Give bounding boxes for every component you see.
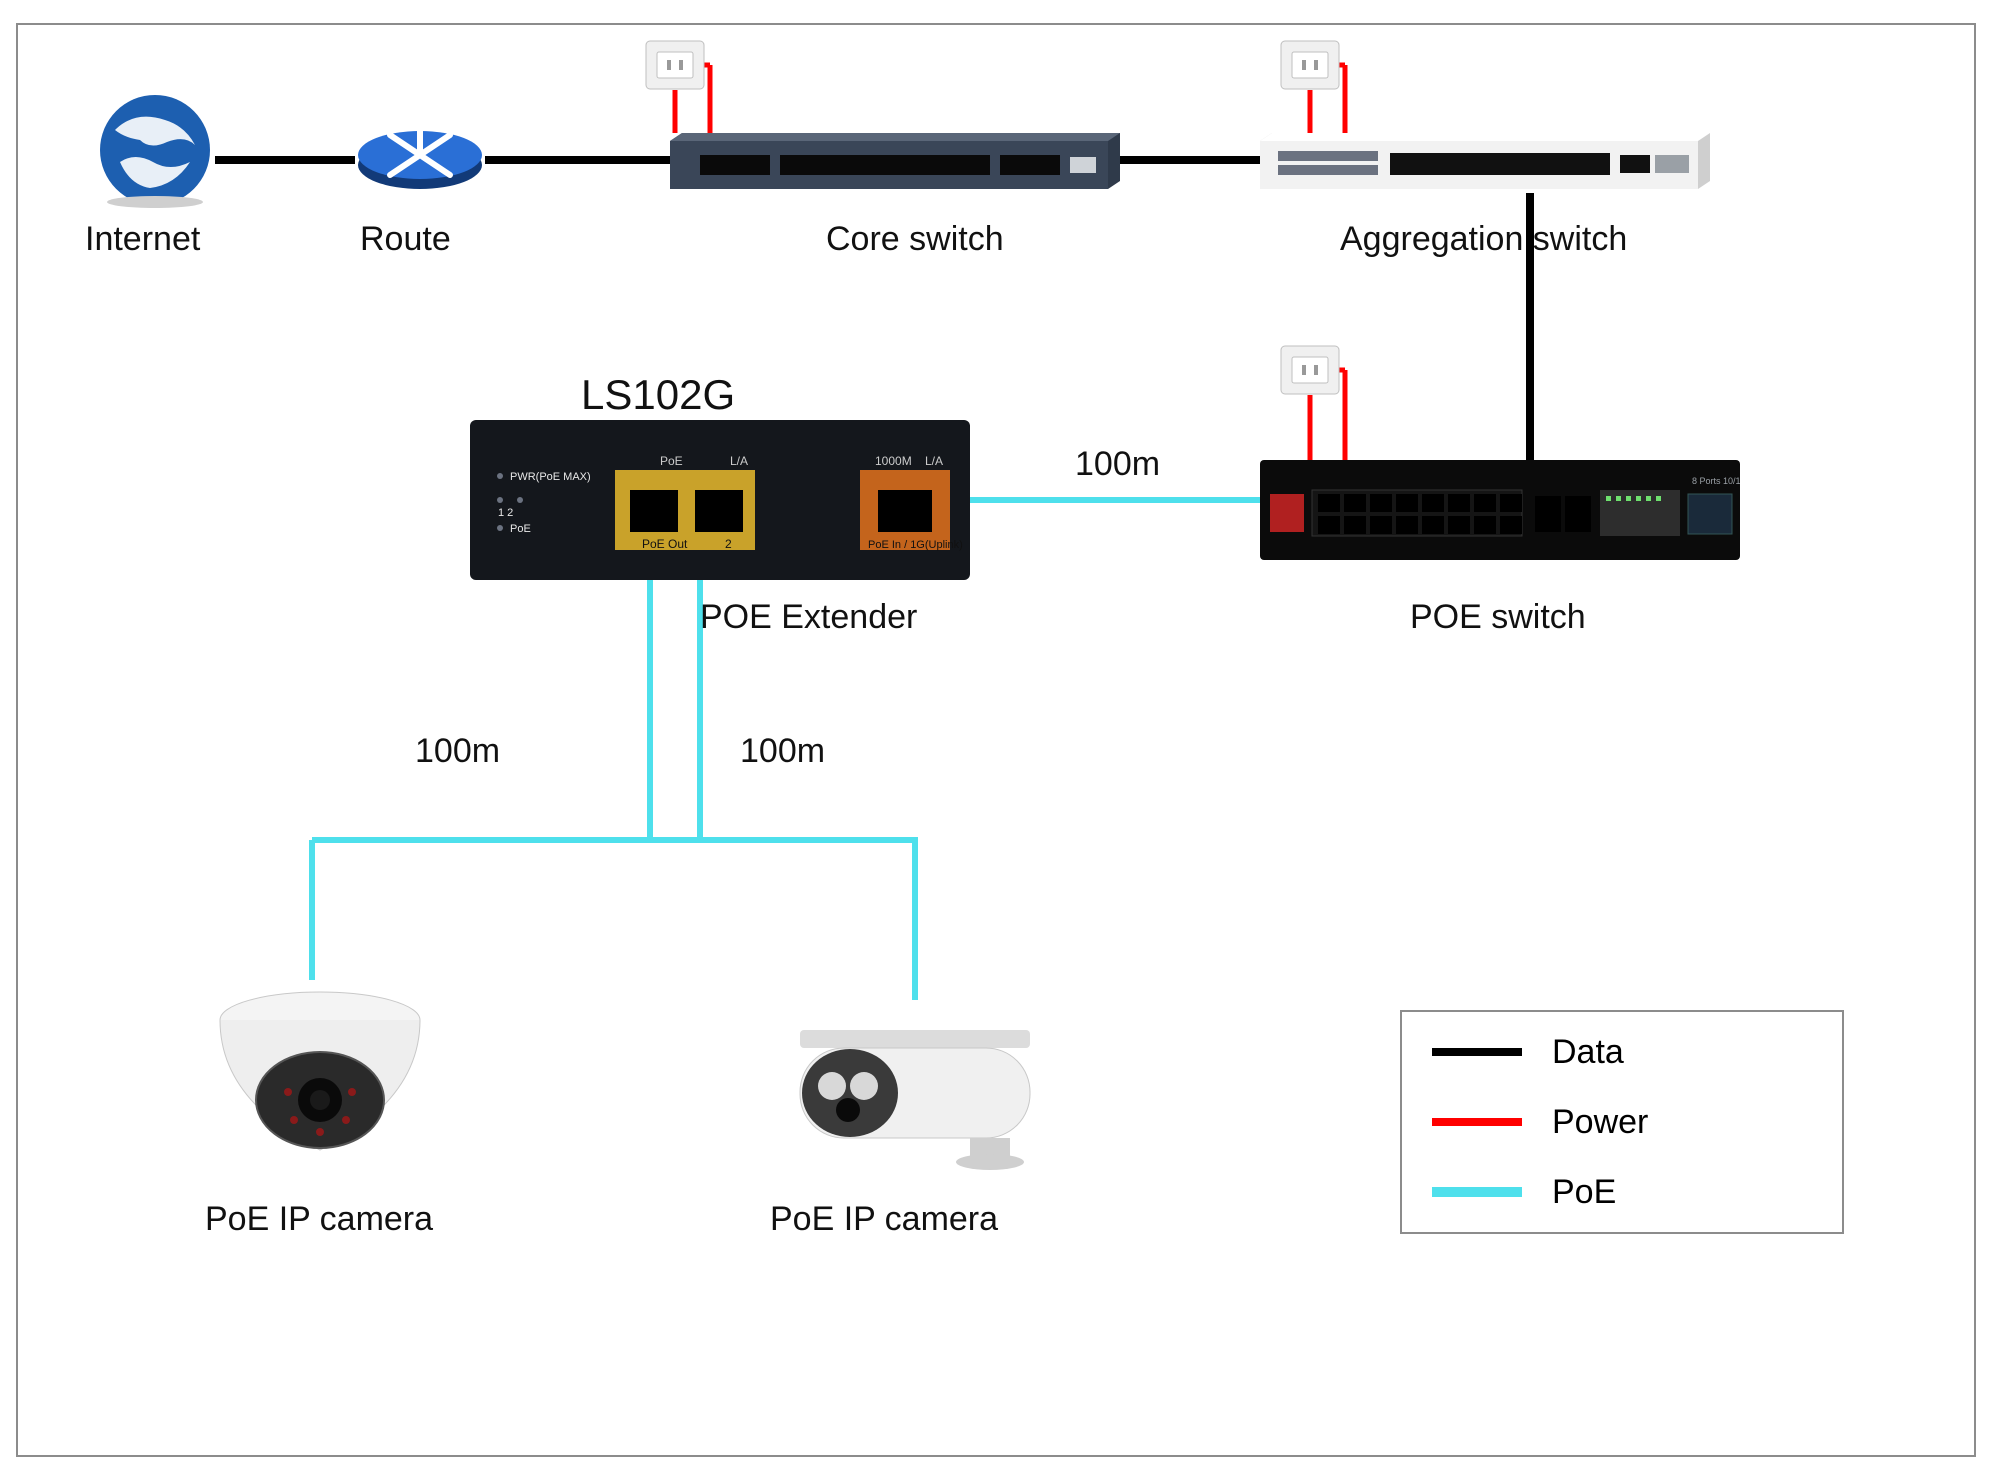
power-outlet-icon [1280,345,1340,395]
svg-text:PWR(PoE MAX): PWR(PoE MAX) [510,471,591,483]
legend-swatch [1432,1048,1522,1056]
legend-text: Power [1552,1103,1648,1142]
distance-label: 100m [415,732,500,771]
poe-switch-icon: 8 Ports 10/100Mbps + 2Ports 100/1000Mbps [1260,460,1740,560]
svg-text:PoE: PoE [510,523,531,535]
model-label: LS102G [581,371,735,419]
core-switch-icon [670,133,1120,193]
legend-swatch [1432,1187,1522,1197]
distance-label: 100m [1075,445,1160,484]
router-icon [355,110,485,200]
aggregation-switch-icon [1260,133,1710,193]
poe-extender-icon: PWR(PoE MAX) 1 2 PoE PoE L/A PoE Out 2 1… [470,420,970,580]
svg-text:1 2: 1 2 [498,507,513,519]
svg-text:PoE In / 1G(Uplink): PoE In / 1G(Uplink) [868,539,963,551]
legend-row: Power [1402,1092,1842,1152]
legend-text: PoE [1552,1173,1616,1212]
poe-extender-label: POE Extender [700,598,917,637]
legend: Data Power PoE [1400,1010,1844,1234]
diagram-canvas: PWR(PoE MAX) 1 2 PoE PoE L/A PoE Out 2 1… [0,0,2000,1474]
camera-label: PoE IP camera [770,1200,998,1239]
power-outlet-icon [645,40,705,90]
internet-icon [95,90,215,210]
svg-text:PoE Out: PoE Out [642,537,688,551]
legend-swatch [1432,1118,1522,1126]
core-switch-label: Core switch [826,220,1004,259]
dome-camera-icon [210,980,430,1170]
legend-row: PoE [1402,1162,1842,1222]
camera-label: PoE IP camera [205,1200,433,1239]
legend-row: Data [1402,1022,1842,1082]
internet-label: Internet [85,220,200,259]
bullet-camera-icon [760,1000,1060,1170]
poe-switch-label: POE switch [1410,598,1586,637]
svg-text:1000M: 1000M [875,454,912,468]
legend-text: Data [1552,1033,1624,1072]
svg-text:L/A: L/A [925,454,943,468]
svg-text:2: 2 [725,537,732,551]
svg-text:8 Ports 10/100Mbps + 2Ports 10: 8 Ports 10/100Mbps + 2Ports 100/1000Mbps [1692,476,1740,486]
svg-text:L/A: L/A [730,454,748,468]
power-outlet-icon [1280,40,1340,90]
agg-switch-label: Aggregation switch [1340,220,1627,259]
route-label: Route [360,220,451,259]
distance-label: 100m [740,732,825,771]
svg-text:PoE: PoE [660,454,683,468]
